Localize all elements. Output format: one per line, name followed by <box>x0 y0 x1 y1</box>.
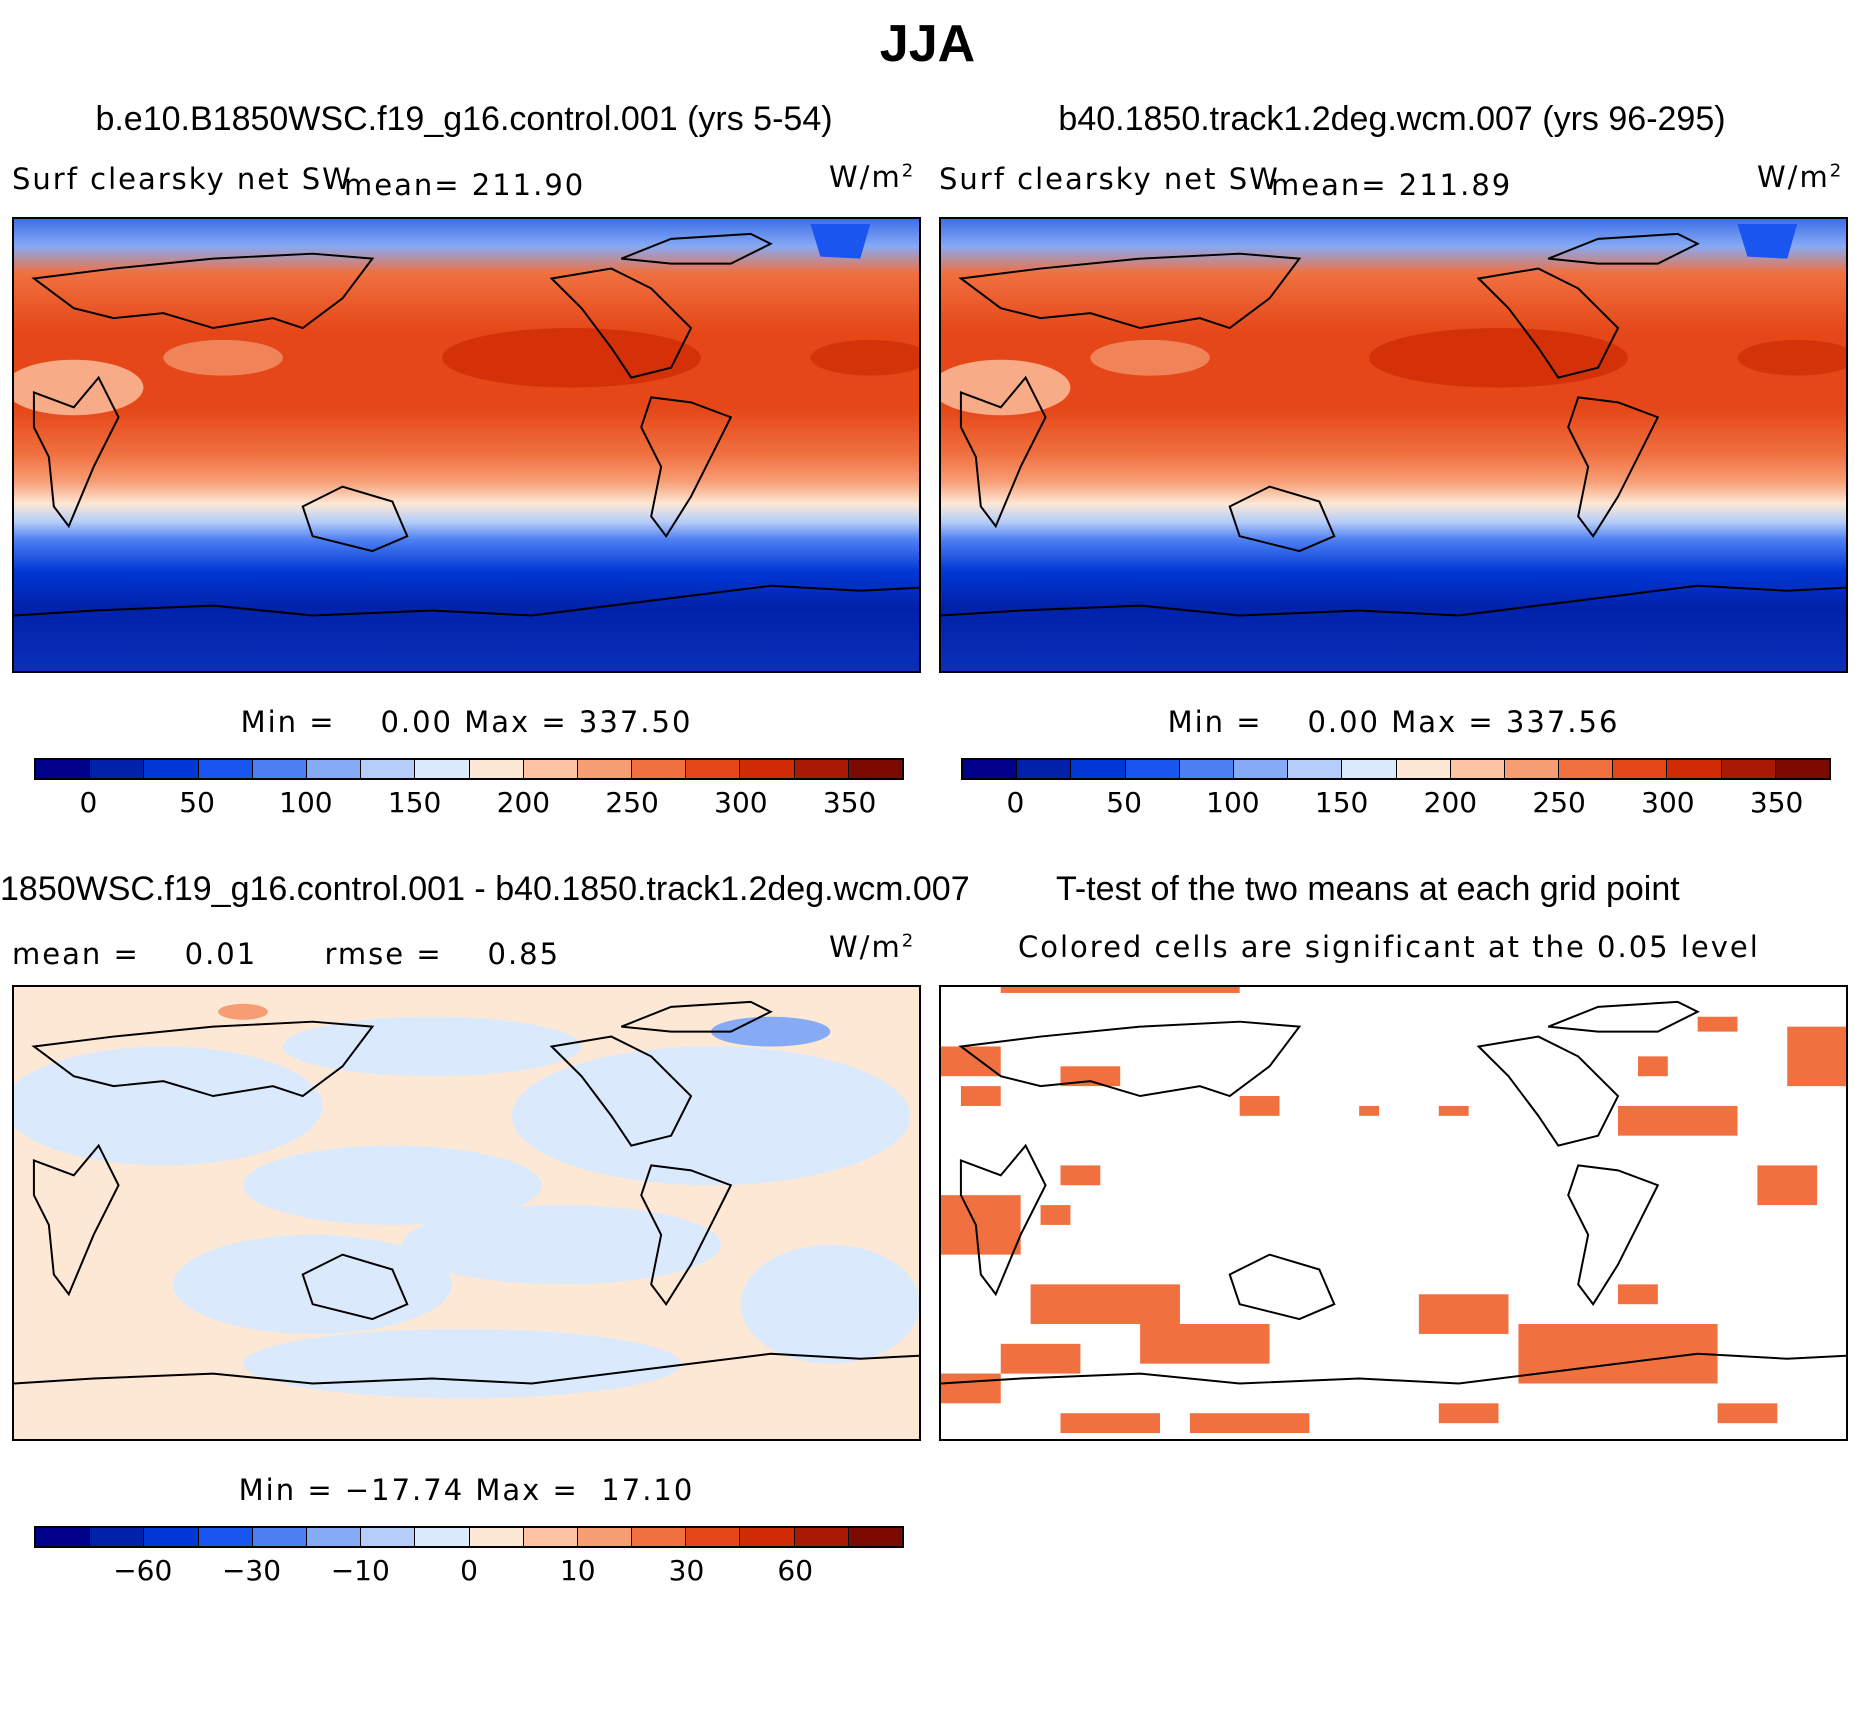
colorbar-swatch <box>306 760 362 778</box>
colorbar-tick-label: 300 <box>714 786 768 819</box>
colorbar-tick-label: 300 <box>1641 786 1695 819</box>
colorbar-swatch <box>1396 760 1451 778</box>
panel-bl-units: W/m2 <box>829 930 916 964</box>
colorbar-swatch <box>632 760 687 778</box>
colorbar-swatch <box>144 1528 199 1546</box>
colorbar-swatch <box>848 760 902 778</box>
colorbar-swatch <box>848 1528 902 1546</box>
colorbar-swatch <box>794 760 849 778</box>
colorbar-swatch <box>361 760 416 778</box>
colorbar-swatch <box>1233 760 1289 778</box>
colorbar-swatch <box>1559 760 1614 778</box>
panel-tr-minmax: Min = 0.00 Max = 337.56 <box>1167 705 1620 739</box>
colorbar-swatch <box>1775 760 1829 778</box>
map-control-surf-sw <box>12 217 921 673</box>
colorbar-swatch <box>36 760 91 778</box>
colorbar-swatch <box>252 760 307 778</box>
colorbar-tr <box>961 758 1831 780</box>
colorbar-tick-label: −30 <box>221 1554 282 1587</box>
map-difference <box>12 985 921 1441</box>
colorbar-swatch <box>198 760 253 778</box>
colorbar-tick-label: 350 <box>1749 786 1804 819</box>
colorbar-tick-label: 0 <box>460 1554 478 1587</box>
panel-br-subtitle: Colored cells are significant at the 0.0… <box>1018 930 1760 964</box>
colorbar-swatch <box>1613 760 1668 778</box>
colorbar-swatch <box>523 1528 578 1546</box>
colorbar-swatch <box>469 760 524 778</box>
panel-br-title: T-test of the two means at each grid poi… <box>1056 870 1680 908</box>
colorbar-tick-label: 250 <box>605 786 659 819</box>
colorbar-swatch <box>577 760 633 778</box>
panel-tl-variable: Surf clearsky net SW <box>12 162 353 196</box>
colorbar-swatch <box>740 1528 795 1546</box>
colorbar-tl <box>34 758 904 780</box>
colorbar-swatch <box>963 760 1018 778</box>
colorbar-swatch <box>198 1528 253 1546</box>
colorbar-tick-label: 50 <box>1106 786 1142 819</box>
colorbar-swatch <box>252 1528 307 1546</box>
colorbar-tick-label: 100 <box>1206 786 1260 819</box>
panel-tl-title: b.e10.B1850WSC.f19_g16.control.001 (yrs … <box>95 100 833 138</box>
colorbar-tick-label: 30 <box>668 1554 705 1587</box>
colorbar-swatch <box>306 1528 362 1546</box>
colorbar-swatch <box>1667 760 1722 778</box>
colorbar-swatch <box>90 1528 145 1546</box>
colorbar-swatch <box>686 760 741 778</box>
figure-title: JJA <box>879 15 976 73</box>
colorbar-tick-label: 150 <box>1314 786 1369 819</box>
colorbar-swatch <box>1125 760 1180 778</box>
colorbar-swatch <box>794 1528 849 1546</box>
panel-bl-title: 1850WSC.f19_g16.control.001 - b40.1850.t… <box>0 870 970 908</box>
colorbar-swatch <box>577 1528 633 1546</box>
colorbar-swatch <box>415 1528 470 1546</box>
colorbar-tick-label: 10 <box>559 1554 596 1587</box>
colorbar-swatch <box>523 760 578 778</box>
colorbar-tick-label: 0 <box>1006 786 1025 819</box>
panel-tr-mean: mean= 211.89 <box>1271 168 1513 202</box>
colorbar-swatch <box>1721 760 1776 778</box>
colorbar-tick-label: 200 <box>496 786 551 819</box>
colorbar-swatch <box>1288 760 1343 778</box>
colorbar-swatch <box>361 1528 416 1546</box>
colorbar-tick-label: −10 <box>330 1554 390 1587</box>
panel-tr-title: b40.1850.track1.2deg.wcm.007 (yrs 96-295… <box>1058 100 1726 138</box>
colorbar-swatch <box>1071 760 1126 778</box>
panel-bl-minmax: Min = −17.74 Max = 17.10 <box>238 1473 695 1507</box>
colorbar-bl <box>34 1526 904 1548</box>
colorbar-tick-label: 100 <box>279 786 333 819</box>
colorbar-swatch <box>90 760 145 778</box>
colorbar-tick-label: 350 <box>822 786 877 819</box>
colorbar-tick-label: 150 <box>387 786 442 819</box>
map-ttest-significance <box>939 985 1848 1441</box>
colorbar-swatch <box>1179 760 1234 778</box>
colorbar-swatch <box>686 1528 741 1546</box>
colorbar-tick-label: 50 <box>179 786 215 819</box>
colorbar-tick-label: 200 <box>1423 786 1478 819</box>
panel-tl-units: W/m2 <box>829 160 916 194</box>
panel-tr-variable: Surf clearsky net SW <box>939 162 1280 196</box>
colorbar-tick-label: −60 <box>113 1554 173 1587</box>
colorbar-swatch <box>469 1528 524 1546</box>
colorbar-tick-label: 60 <box>777 1554 814 1587</box>
colorbar-swatch <box>1450 760 1505 778</box>
panel-tr-units: W/m2 <box>1757 160 1844 194</box>
colorbar-tick-label: 250 <box>1532 786 1586 819</box>
panel-tl-mean: mean= 211.90 <box>344 168 586 202</box>
colorbar-swatch <box>740 760 795 778</box>
panel-tl-minmax: Min = 0.00 Max = 337.50 <box>240 705 693 739</box>
colorbar-swatch <box>415 760 470 778</box>
colorbar-swatch <box>632 1528 687 1546</box>
colorbar-tick-label: 0 <box>79 786 98 819</box>
panel-bl-stats: mean = 0.01 rmse = 0.85 <box>12 937 561 971</box>
colorbar-swatch <box>1017 760 1072 778</box>
colorbar-swatch <box>1504 760 1560 778</box>
colorbar-swatch <box>144 760 199 778</box>
map-experiment-surf-sw <box>939 217 1848 673</box>
colorbar-swatch <box>36 1528 91 1546</box>
colorbar-swatch <box>1342 760 1397 778</box>
